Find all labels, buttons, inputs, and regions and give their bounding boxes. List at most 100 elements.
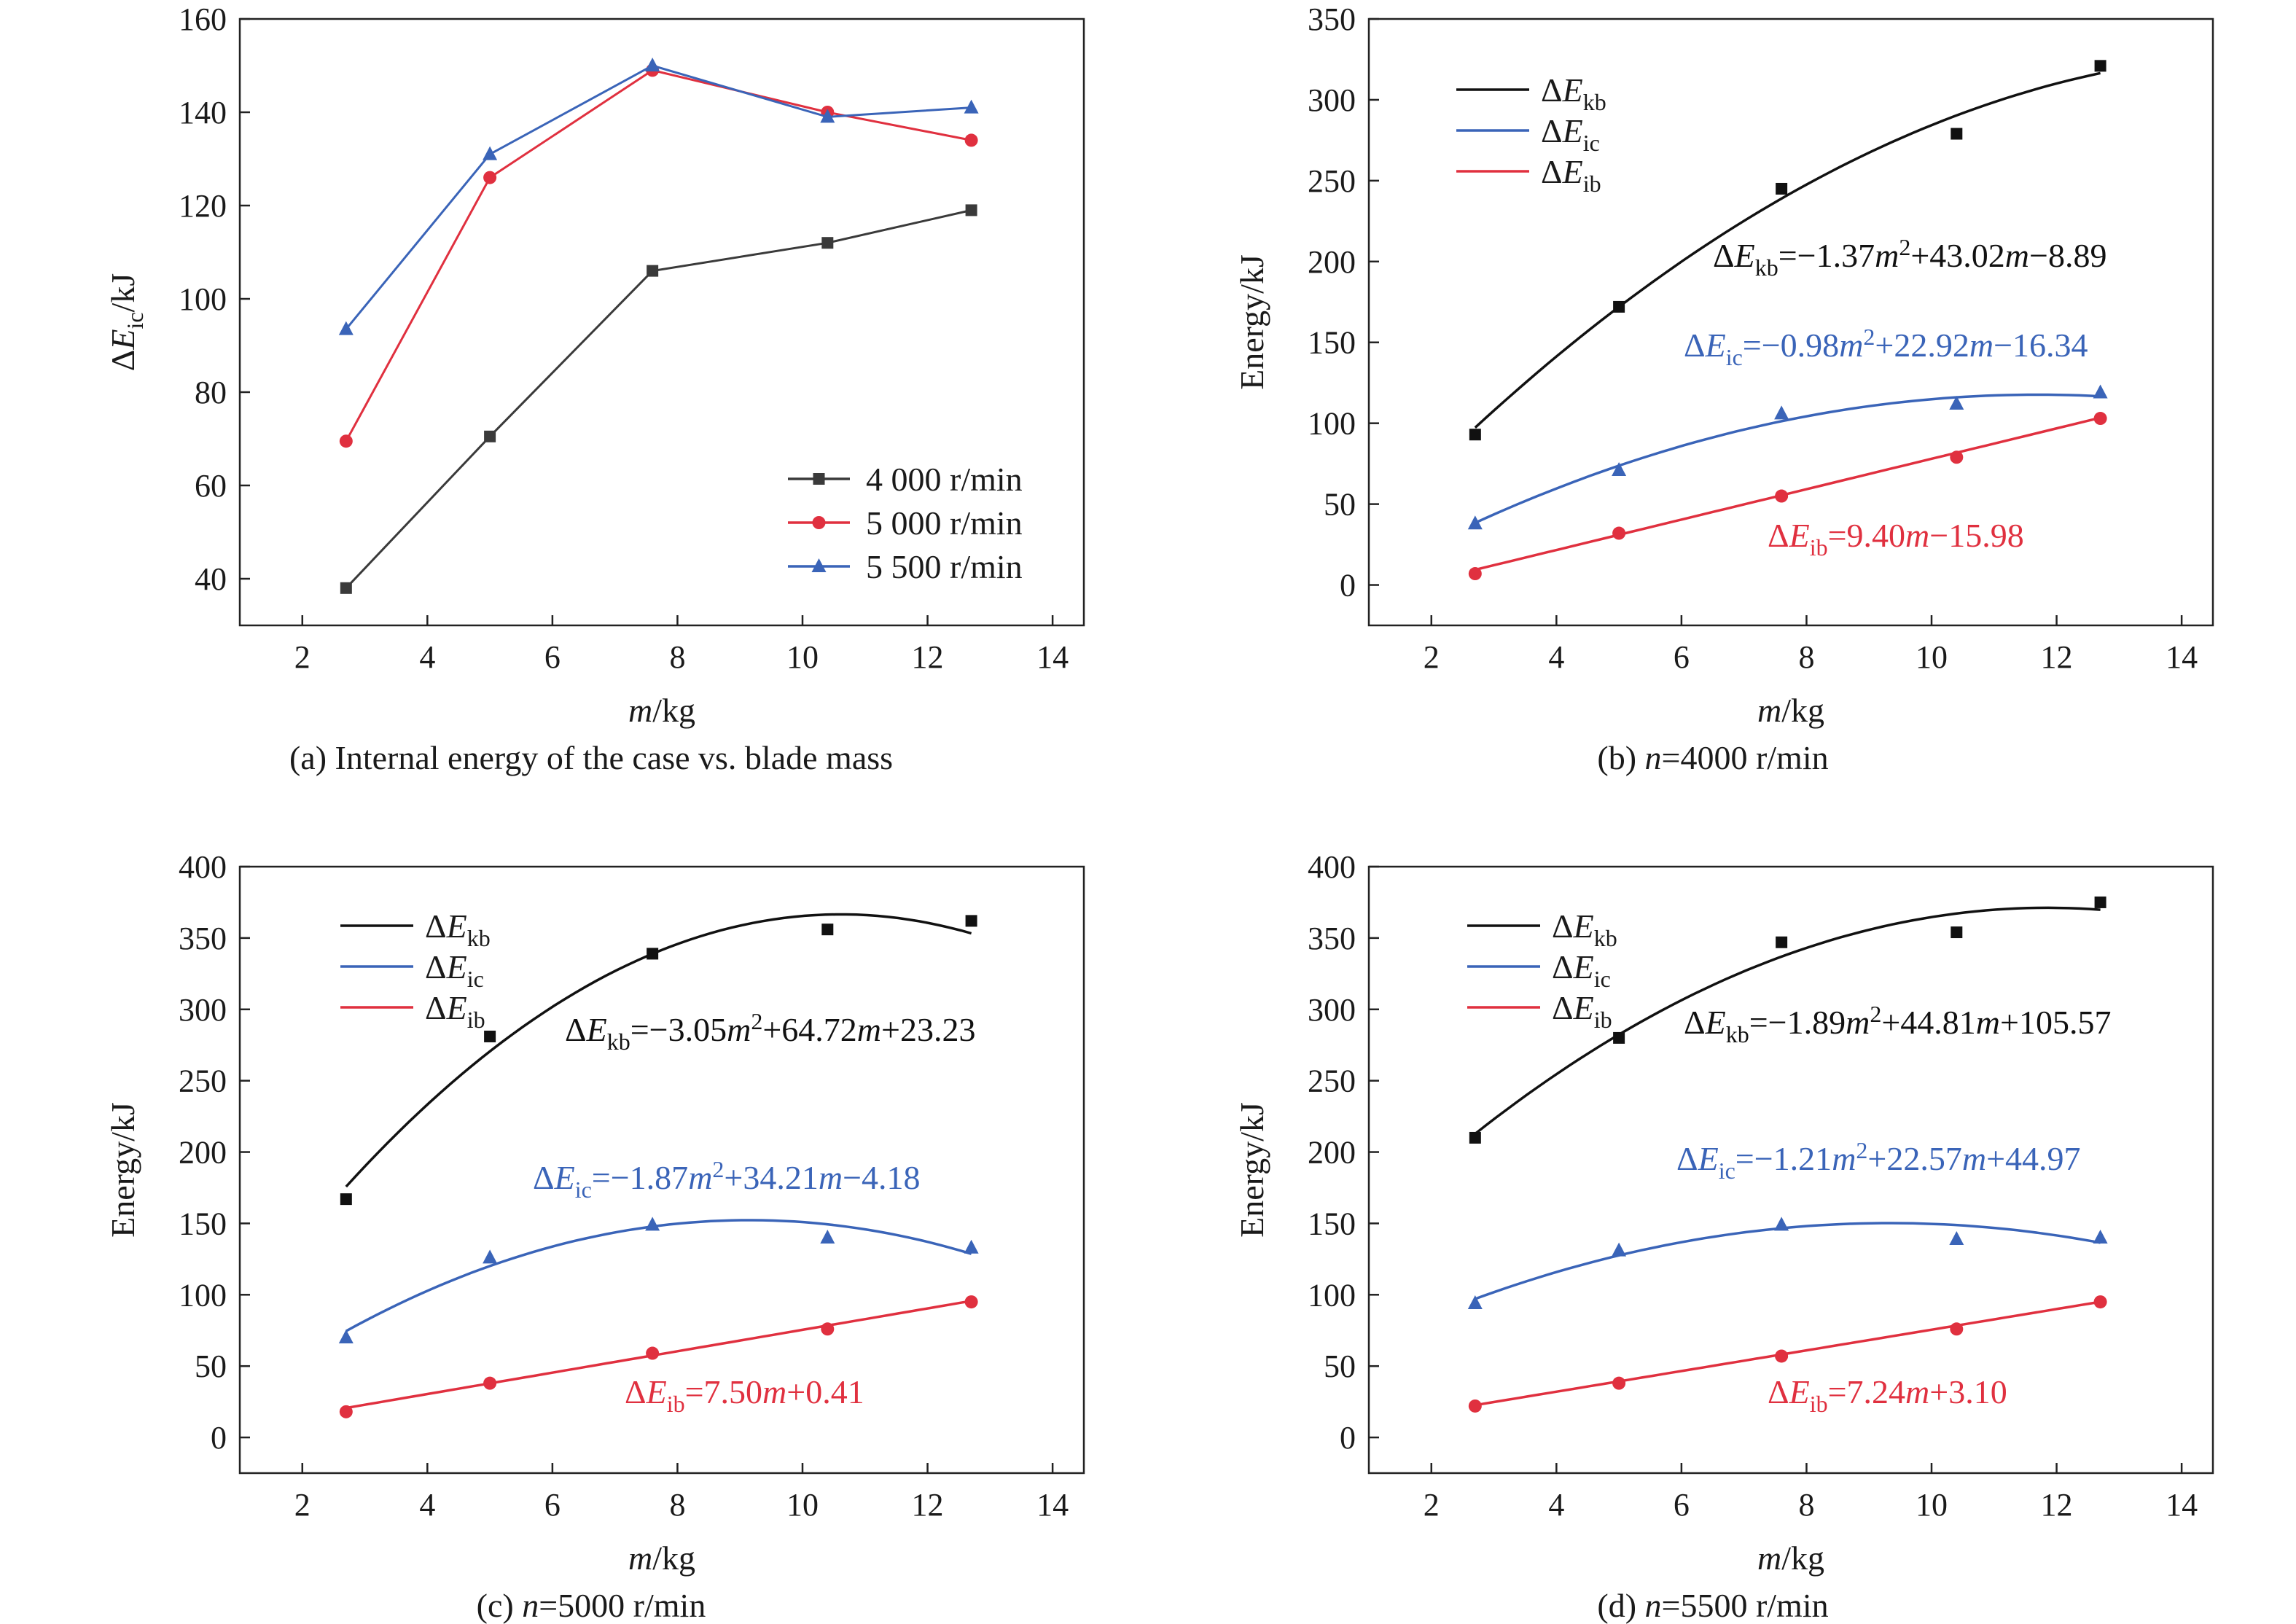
data-point xyxy=(964,133,978,147)
y-tick-label: 50 xyxy=(1324,1348,1356,1384)
y-tick-label: 250 xyxy=(179,1063,227,1099)
x-tick-label: 4 xyxy=(1548,1487,1564,1523)
legend-swatch-marker xyxy=(812,516,826,529)
data-point xyxy=(2094,896,2106,908)
data-point xyxy=(1774,1217,1789,1231)
series-line xyxy=(345,69,972,442)
y-tick-label: 160 xyxy=(179,1,227,37)
x-tick-label: 12 xyxy=(912,1487,944,1523)
legend-label: ΔEib xyxy=(425,989,485,1033)
series-1 xyxy=(339,63,978,448)
x-tick-label: 12 xyxy=(2041,1487,2073,1523)
fit-equation: ΔEib=7.50m+0.41 xyxy=(625,1373,864,1417)
y-axis-label-group: ΔEic/kJ xyxy=(104,273,148,371)
fit-curve xyxy=(1475,1222,2101,1300)
x-tick-label: 6 xyxy=(1674,639,1690,675)
y-tick-label: 80 xyxy=(195,375,227,410)
x-tick-label: 8 xyxy=(1798,639,1814,675)
legend-label: 4 000 r/min xyxy=(866,461,1023,498)
data-point xyxy=(1613,300,1625,313)
y-axis-label: Energy/kJ xyxy=(104,1102,141,1238)
data-point xyxy=(483,171,497,184)
y-tick-label: 300 xyxy=(1308,992,1356,1028)
y-tick-label: 250 xyxy=(1308,163,1356,199)
x-tick-label: 4 xyxy=(419,1487,435,1523)
fit-curve xyxy=(345,913,972,1188)
data-point xyxy=(1468,1399,1482,1413)
x-tick-label: 8 xyxy=(669,1487,685,1523)
x-tick-label: 4 xyxy=(419,639,435,675)
data-point xyxy=(965,204,977,216)
x-tick-label: 10 xyxy=(786,639,819,675)
data-point xyxy=(964,1239,979,1254)
data-point xyxy=(483,146,498,160)
panel-caption: (b) n=4000 r/min xyxy=(1597,739,1828,776)
chart-panel-c: 2 4 6 8 10 12 14 0 50 100 150 200 250 300 350 400 m/kg En… xyxy=(104,849,1085,1624)
fit-equation: ΔEkb=−1.89m2+44.81m+105.57 xyxy=(1684,1001,2111,1047)
series-0 xyxy=(1469,896,2106,1144)
series-1 xyxy=(1467,1217,2108,1310)
fit-curve xyxy=(1475,416,2101,571)
x-tick-label: 12 xyxy=(912,639,944,675)
data-point xyxy=(1467,515,1483,530)
data-point xyxy=(1612,526,1626,540)
y-tick-label: 400 xyxy=(179,849,227,885)
data-point xyxy=(1950,1322,1964,1336)
fit-equation: ΔEic=−0.98m2+22.92m−16.34 xyxy=(1684,324,2088,370)
panel-caption: (a) Internal energy of the case vs. blad… xyxy=(289,739,893,776)
series-0 xyxy=(340,204,977,594)
y-axis-label-group: Energy/kJ xyxy=(1233,1102,1270,1238)
fit-curve xyxy=(1474,71,2101,429)
legend-label: ΔEkb xyxy=(1552,907,1617,951)
data-point xyxy=(964,1295,978,1309)
y-tick-label: 0 xyxy=(1340,1420,1356,1456)
plot-frame xyxy=(1367,865,2214,1475)
data-point xyxy=(645,1217,660,1231)
x-tick-label: 6 xyxy=(544,639,561,675)
y-tick-label: 100 xyxy=(179,281,227,317)
y-tick-label: 50 xyxy=(195,1348,227,1384)
data-point xyxy=(821,237,834,249)
y-axis-label: Energy/kJ xyxy=(1233,1102,1270,1238)
x-tick-label: 8 xyxy=(669,639,685,675)
legend-label: ΔEic xyxy=(425,948,484,992)
y-tick-label: 50 xyxy=(1324,487,1356,523)
x-tick-label: 14 xyxy=(1036,639,1069,675)
data-point xyxy=(483,1376,497,1390)
legend-label: 5 500 r/min xyxy=(866,548,1023,585)
data-point xyxy=(821,924,834,936)
data-point xyxy=(338,321,354,335)
data-point xyxy=(1468,567,1482,581)
x-tick-label: 4 xyxy=(1548,639,1564,675)
data-point xyxy=(339,434,353,448)
data-point xyxy=(2093,1295,2107,1309)
plot-frame xyxy=(238,865,1085,1475)
y-tick-label: 0 xyxy=(211,1420,227,1456)
x-axis-label: m/kg xyxy=(628,692,695,729)
series-1 xyxy=(1467,384,2108,530)
data-point xyxy=(1467,1295,1483,1310)
data-point xyxy=(645,58,660,71)
data-point xyxy=(1950,450,1964,464)
data-point xyxy=(821,1322,835,1336)
x-tick-label: 10 xyxy=(1916,639,1948,675)
data-point xyxy=(1612,1376,1626,1390)
data-point xyxy=(1613,1031,1625,1044)
y-tick-label: 150 xyxy=(1308,325,1356,361)
y-tick-label: 120 xyxy=(179,188,227,224)
data-point xyxy=(2093,384,2108,399)
y-tick-label: 0 xyxy=(1340,568,1356,604)
data-point xyxy=(820,1229,835,1244)
x-tick-label: 14 xyxy=(2166,639,2198,675)
data-point xyxy=(339,1405,353,1418)
data-point xyxy=(820,109,835,123)
legend-label: ΔEib xyxy=(1541,153,1601,197)
legend-label: ΔEkb xyxy=(1541,71,1606,115)
legend-label: 5 000 r/min xyxy=(866,504,1023,542)
data-point xyxy=(1775,489,1789,503)
fit-equation: ΔEic=−1.21m2+22.57m+44.97 xyxy=(1676,1137,2081,1184)
data-point xyxy=(647,948,659,960)
data-point xyxy=(340,1193,352,1206)
plot-frame xyxy=(238,17,1085,627)
